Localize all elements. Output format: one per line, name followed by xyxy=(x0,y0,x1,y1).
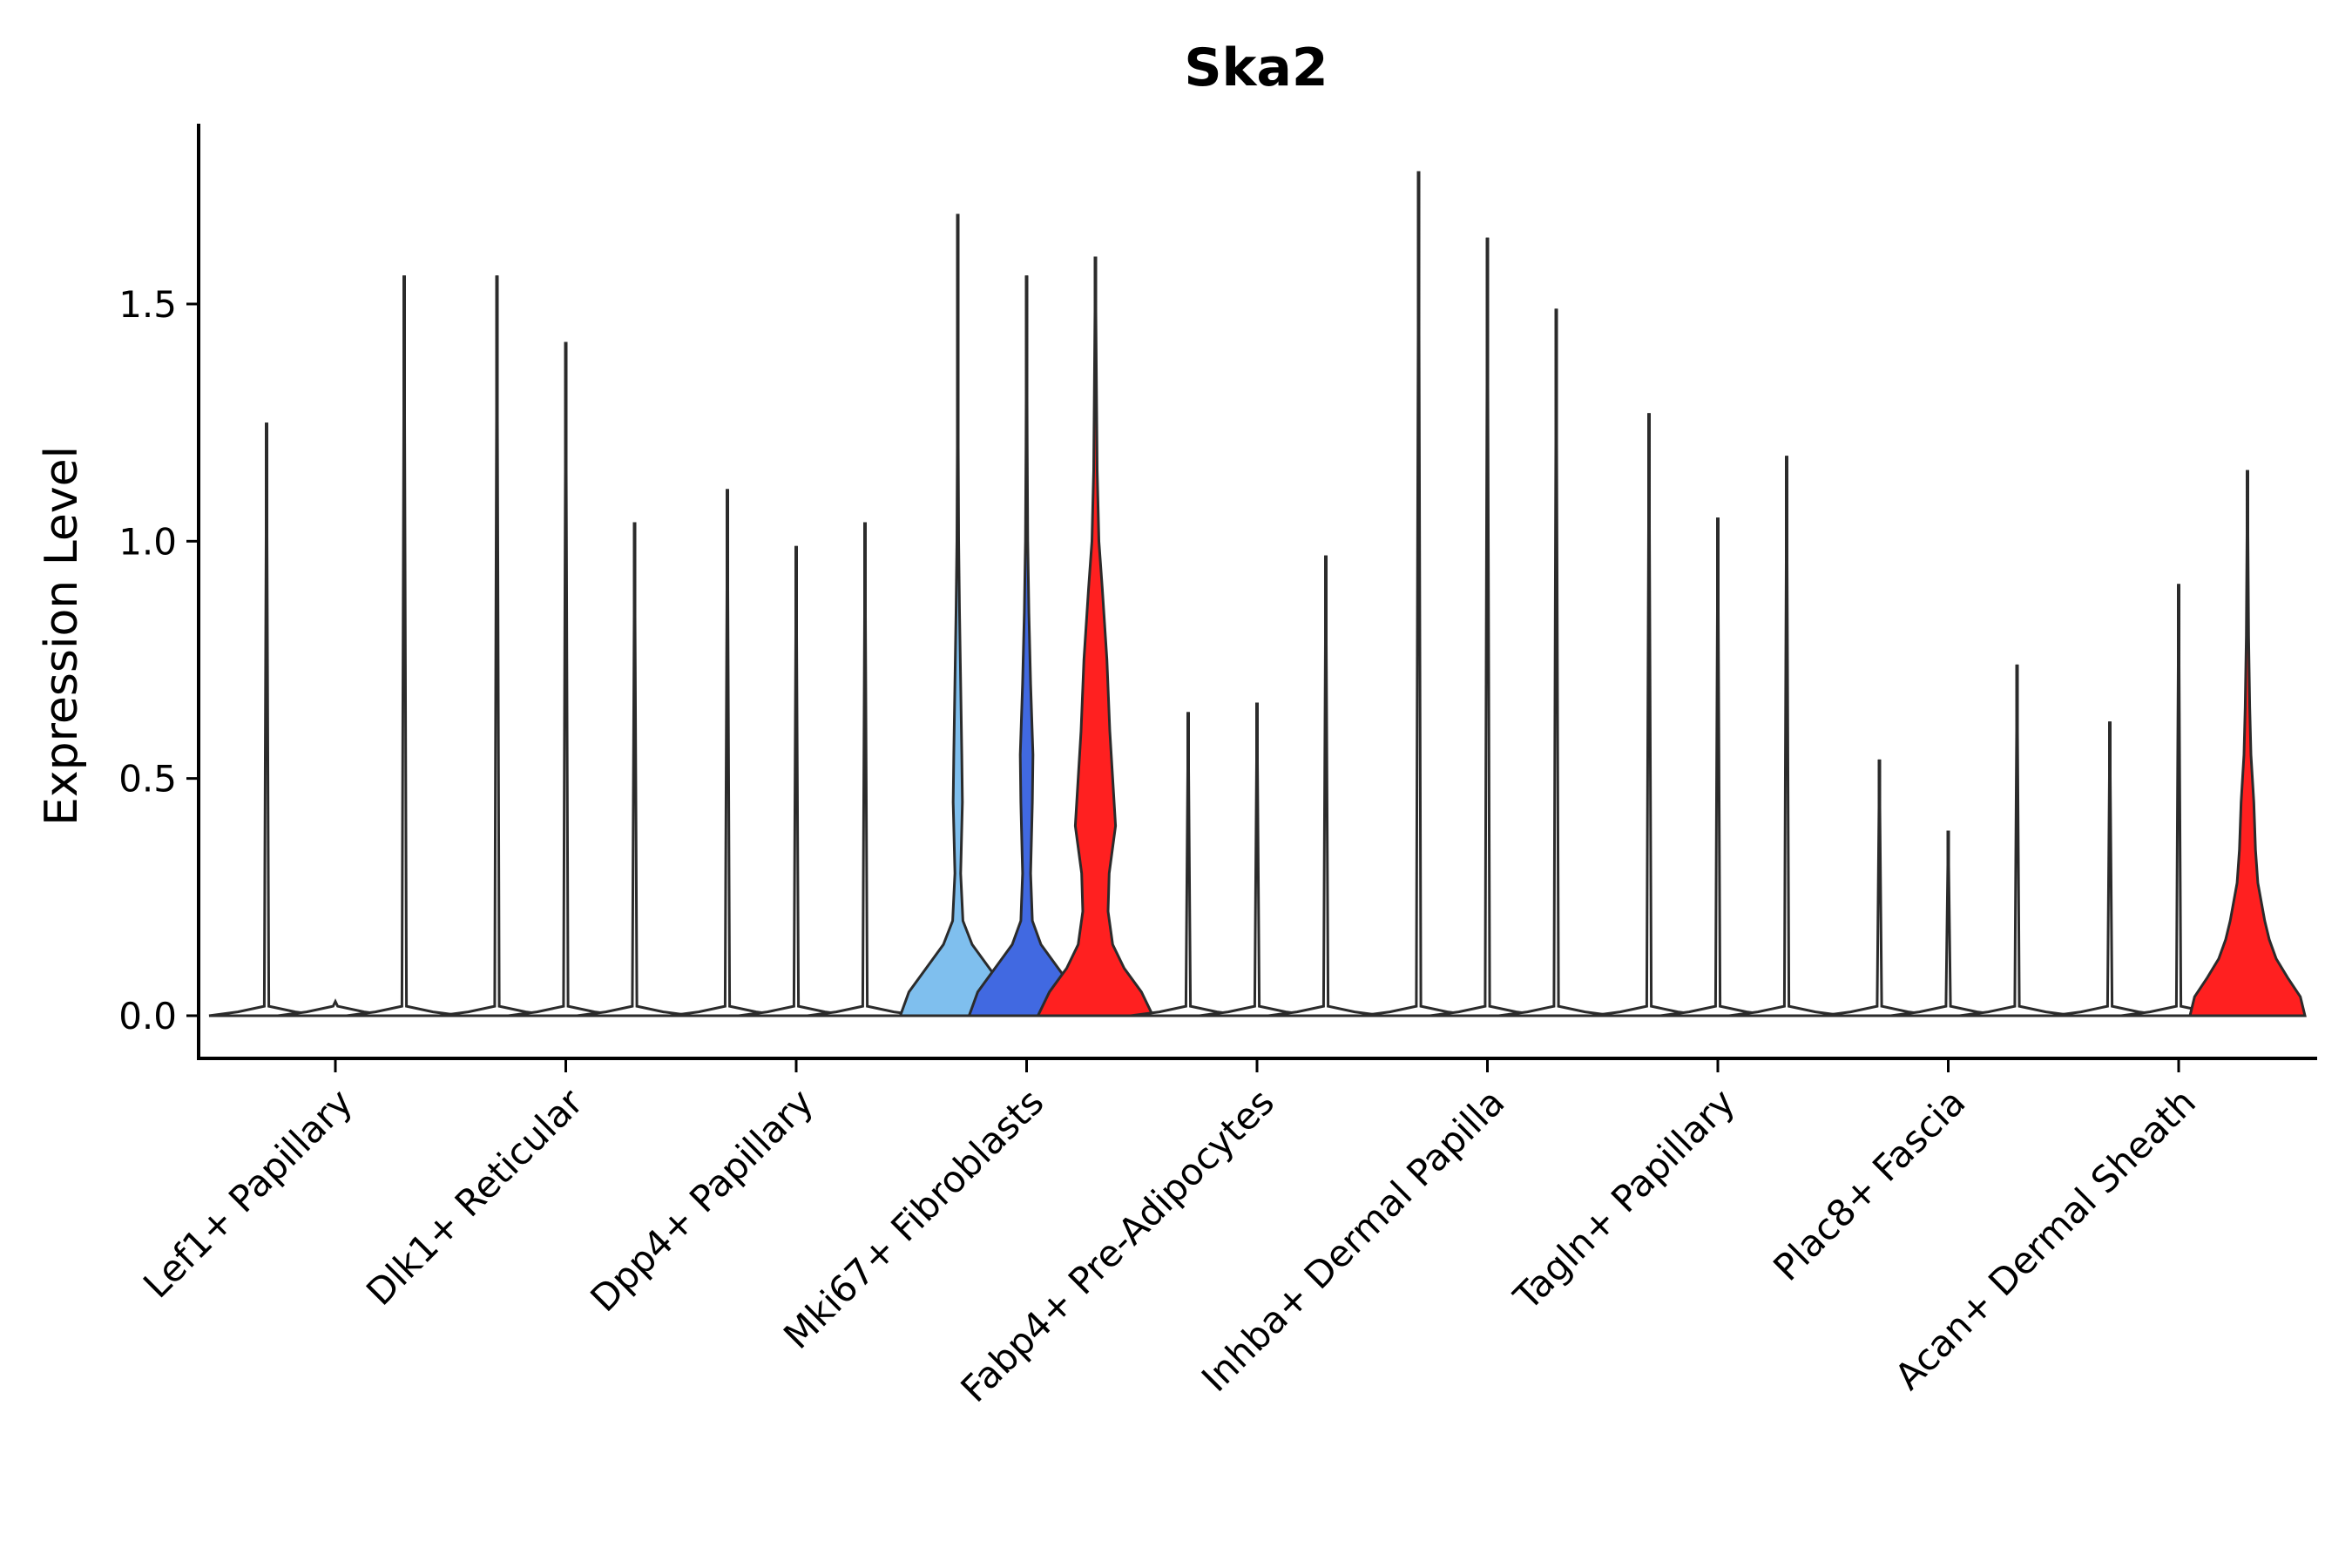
x-tick-label: Dlk1+ Reticular xyxy=(358,1080,591,1314)
y-tick-label: 0.0 xyxy=(118,995,177,1037)
violin xyxy=(1199,702,1315,1017)
y-ticks: 0.0 0.5 1.0 1.5 xyxy=(118,283,199,1037)
violin xyxy=(898,213,1017,1017)
x-tick-label: Plac8+ Fascia xyxy=(1765,1080,1973,1288)
violin xyxy=(669,489,786,1017)
y-tick-label: 1.5 xyxy=(118,283,177,326)
y-tick-label: 0.5 xyxy=(118,758,177,801)
y-tick-label: 1.0 xyxy=(118,520,177,563)
violins xyxy=(208,171,2307,1017)
violin xyxy=(577,522,693,1017)
violin xyxy=(1821,759,1937,1017)
chart-title: Ska2 xyxy=(1184,37,1328,98)
violin xyxy=(508,341,624,1017)
x-tick-label: Dpp4+ Papillary xyxy=(582,1080,821,1320)
y-axis-label: Expression Level xyxy=(36,446,88,826)
violin xyxy=(1591,413,1707,1017)
violin xyxy=(208,422,325,1017)
violin xyxy=(1890,830,2006,1017)
x-tick-label: Lef1+ Papillary xyxy=(135,1080,361,1306)
violin xyxy=(2120,584,2237,1017)
violin xyxy=(1498,308,1614,1017)
violin xyxy=(1959,664,2075,1017)
violin xyxy=(1036,256,1155,1017)
violin xyxy=(439,275,555,1017)
x-tick-label: Mki67+ Fibroblasts xyxy=(775,1080,1051,1356)
violin xyxy=(1429,237,1545,1017)
violin xyxy=(738,545,855,1017)
violin xyxy=(1659,517,1776,1017)
violin xyxy=(967,275,1086,1017)
violin xyxy=(2188,470,2307,1017)
violin xyxy=(2051,721,2168,1017)
violin xyxy=(1130,712,1247,1017)
x-tick-label: Tagln+ Papillary xyxy=(1505,1080,1743,1318)
violin xyxy=(1361,171,1477,1017)
violin xyxy=(346,275,463,1017)
violin xyxy=(1267,555,1384,1017)
violin xyxy=(1728,456,1845,1017)
violin xyxy=(807,522,923,1017)
